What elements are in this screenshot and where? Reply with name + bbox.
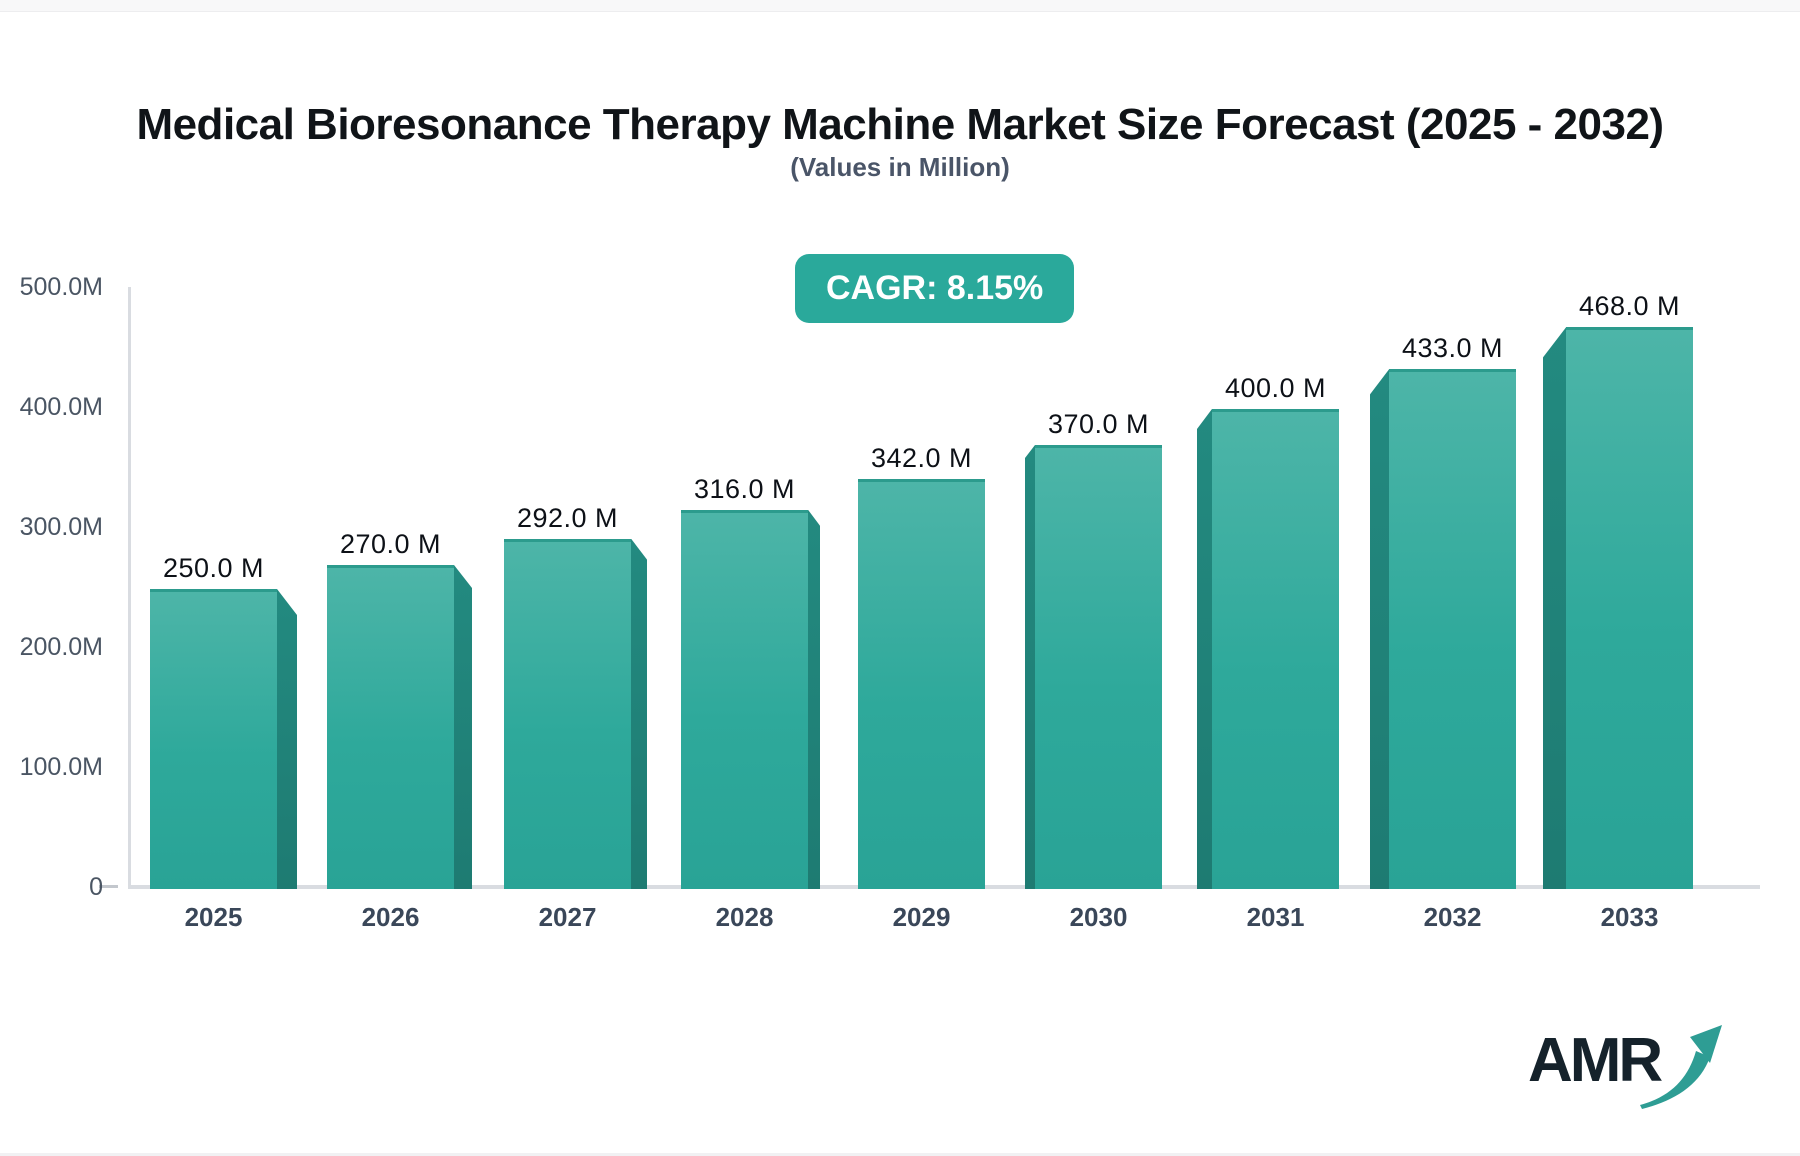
x-axis-label: 2033 — [1600, 902, 1659, 932]
x-axis-label: 2027 — [538, 902, 597, 932]
bar-2029 — [858, 478, 985, 889]
x-axis-label: 2026 — [361, 902, 420, 932]
bar-2028 — [681, 509, 808, 889]
y-axis-zero-tick — [99, 885, 118, 888]
bar-3d-side — [277, 589, 297, 889]
bar-value-label: 400.0 M — [1224, 373, 1327, 403]
bar-value-label: 468.0 M — [1578, 291, 1681, 322]
bar-3d-side — [1197, 409, 1212, 889]
bar-3d-side — [808, 509, 820, 889]
y-axis-label: 500.0M — [19, 273, 103, 301]
bar-2031 — [1212, 409, 1339, 889]
growth-arrow-icon — [1640, 1025, 1722, 1109]
chart-subtitle: (Values in Million) — [790, 152, 1010, 182]
bar-value-label: 250.0 M — [162, 553, 265, 583]
x-axis-label: 2025 — [184, 902, 243, 932]
x-axis-label: 2029 — [892, 902, 951, 932]
bar-3d-side — [631, 538, 647, 889]
y-axis-label: 200.0M — [19, 633, 103, 661]
bar-value-label: 270.0 M — [339, 529, 442, 559]
bar-value-label: 316.0 M — [693, 473, 796, 504]
amr-logo-text: AMR — [1528, 1026, 1663, 1095]
bar-value-label: 292.0 M — [516, 502, 619, 533]
x-axis-label: 2030 — [1069, 902, 1128, 932]
top-edge-strip — [0, 0, 1800, 12]
bar-2025 — [150, 589, 277, 889]
bar-value-label: 342.0 M — [870, 442, 973, 473]
x-axis-label: 2031 — [1246, 902, 1305, 932]
y-axis-label: 400.0M — [19, 393, 103, 421]
y-axis-label: 0 — [89, 873, 103, 901]
chart-title: Medical Bioresonance Therapy Machine Mar… — [136, 100, 1664, 149]
bar-2033 — [1566, 327, 1693, 889]
y-axis-line — [128, 287, 131, 887]
bar-2032 — [1389, 369, 1516, 889]
bar-3d-side — [1025, 445, 1035, 889]
bar-2030 — [1035, 445, 1162, 889]
bar-2027 — [504, 538, 631, 889]
bar-3d-side — [454, 565, 472, 889]
bar-value-label: 433.0 M — [1401, 333, 1504, 364]
amr-logo: AMR — [1528, 1025, 1728, 1115]
x-axis-label: 2032 — [1423, 902, 1482, 932]
bar-value-label: 370.0 M — [1047, 409, 1150, 439]
bar-3d-side — [1370, 369, 1389, 889]
cagr-badge: CAGR: 8.15% — [795, 254, 1075, 323]
y-axis-label: 100.0M — [19, 753, 103, 781]
bottom-edge-strip — [0, 1153, 1800, 1156]
bar-3d-side — [1543, 327, 1566, 889]
x-axis-label: 2028 — [715, 902, 774, 932]
y-axis-label: 300.0M — [19, 513, 103, 541]
bar-2026 — [327, 565, 454, 889]
